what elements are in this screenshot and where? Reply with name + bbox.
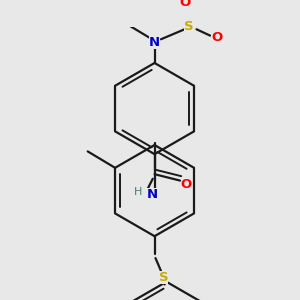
Text: N: N — [146, 188, 158, 201]
Text: N: N — [149, 36, 160, 50]
Text: S: S — [159, 271, 169, 284]
Text: O: O — [181, 178, 192, 191]
Text: S: S — [184, 20, 194, 33]
Text: H: H — [134, 188, 142, 197]
Text: O: O — [211, 31, 222, 44]
Text: O: O — [179, 0, 190, 9]
